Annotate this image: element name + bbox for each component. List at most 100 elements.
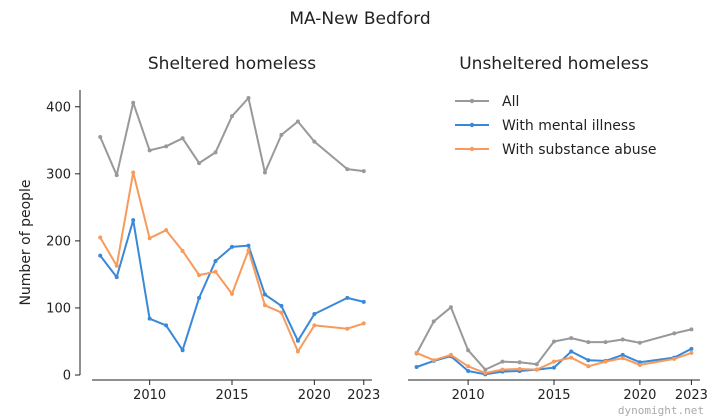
sheltered-homeless-series-with-substance-abuse-point: [213, 269, 218, 274]
unsheltered-homeless-series-with-mental-illness-point: [569, 349, 574, 354]
sheltered-homeless-title: Sheltered homeless: [148, 54, 316, 74]
unsheltered-homeless-series-with-substance-abuse-point: [414, 350, 419, 355]
unsheltered-homeless-series-all-point: [448, 305, 453, 310]
sheltered-homeless-y-tick-label: 200: [46, 234, 71, 249]
sheltered-homeless-series-with-substance-abuse-point: [262, 303, 267, 308]
sheltered-homeless-series-with-mental-illness-point: [131, 218, 136, 223]
unsheltered-homeless-series-all-point: [466, 348, 471, 353]
sheltered-homeless-series-all-line: [99, 97, 364, 177]
unsheltered-homeless-series-all-point: [689, 327, 694, 332]
unsheltered-homeless-series-all-point: [517, 360, 522, 365]
sheltered-homeless-series-with-substance-abuse-point: [312, 323, 317, 328]
sheltered-homeless-series-with-mental-illness-point: [213, 259, 218, 263]
unsheltered-homeless-series-all-point: [620, 337, 625, 342]
sheltered-homeless-series-with-substance-abuse-point: [361, 321, 366, 326]
sheltered-homeless-x-tick-label: 2020: [298, 388, 331, 403]
unsheltered-homeless-x-tick-label: 2010: [452, 388, 485, 403]
figure-title: MA-New Bedford: [289, 9, 430, 29]
unsheltered-homeless-series-with-substance-abuse-point: [672, 356, 677, 361]
unsheltered-homeless-series-with-substance-abuse-point: [517, 366, 522, 371]
sheltered-homeless-series-with-substance-abuse-point: [147, 236, 152, 241]
sheltered-homeless-series-all-point: [230, 114, 234, 119]
sheltered-homeless-series-with-mental-illness-point: [345, 295, 350, 300]
unsheltered-homeless-series-all-point: [552, 339, 556, 344]
unsheltered-homeless-x-tick-label: 2023: [675, 388, 708, 403]
sheltered-homeless-series-all-point: [131, 100, 136, 105]
sheltered-homeless-series-with-mental-illness-point: [312, 311, 317, 316]
unsheltered-homeless-series-all-point: [637, 340, 642, 345]
unsheltered-homeless-series-with-substance-abuse-point: [431, 358, 436, 363]
unsheltered-homeless-series-with-substance-abuse-point: [637, 362, 642, 367]
legend-item-all: All: [455, 94, 519, 110]
sheltered-homeless-x-tick-label: 2010: [133, 388, 166, 403]
sheltered-homeless-series-with-mental-illness-point: [279, 303, 284, 308]
unsheltered-homeless-series-with-mental-illness-point: [689, 346, 694, 351]
sheltered-homeless-series-with-mental-illness-point: [147, 316, 152, 321]
unsheltered-homeless-series-all-point: [603, 340, 608, 345]
unsheltered-homeless-series-with-substance-abuse: [414, 350, 694, 375]
unsheltered-homeless-series-with-substance-abuse-point: [620, 356, 625, 361]
sheltered-homeless-y-tick-label: 300: [46, 167, 71, 182]
sheltered-homeless-series-with-substance-abuse-point: [345, 326, 350, 331]
sheltered-homeless-series-with-substance-abuse: [98, 170, 366, 354]
unsheltered-homeless-series-all-point: [483, 367, 488, 372]
unsheltered-homeless-series-with-mental-illness-point: [466, 368, 471, 373]
legend-item-with-substance-abuse: With substance abuse: [455, 142, 657, 158]
sheltered-homeless-series-with-substance-abuse-point: [230, 291, 234, 296]
unsheltered-homeless-series-with-substance-abuse-point: [534, 367, 539, 372]
sheltered-homeless-series-all-point: [98, 134, 103, 139]
sheltered-homeless-series-with-substance-abuse-point: [295, 349, 300, 354]
legend-swatch-marker: [469, 98, 475, 104]
watermark-text: dynomight.net: [618, 404, 704, 417]
sheltered-homeless-series-with-substance-abuse-point: [131, 170, 136, 175]
sheltered-homeless-series-with-mental-illness-point: [114, 275, 119, 280]
unsheltered-homeless-x-tick-label: 2020: [623, 388, 656, 403]
unsheltered-homeless-series-all-point: [672, 331, 677, 336]
sheltered-homeless-series-all-point: [345, 167, 350, 172]
sheltered-homeless-series-all-point: [213, 150, 218, 155]
sheltered-homeless-series-with-mental-illness-point: [98, 253, 103, 258]
sheltered-homeless-series-with-mental-illness-point: [246, 243, 251, 248]
legend-label: All: [502, 94, 519, 110]
unsheltered-homeless-x-tick-label: 2015: [537, 388, 570, 403]
sheltered-homeless-series-all-point: [295, 119, 300, 124]
sheltered-homeless-series-all-point: [246, 96, 251, 101]
sheltered-homeless-series-all-point: [262, 170, 267, 175]
unsheltered-homeless-series-all: [414, 305, 694, 372]
unsheltered-homeless-series-with-substance-abuse-point: [689, 350, 694, 355]
unsheltered-homeless-series-with-substance-abuse-point: [500, 367, 505, 372]
unsheltered-homeless-series-all-point: [569, 336, 574, 341]
panel-unsheltered: Unsheltered homeless 2010 2015 2020 2023: [408, 54, 708, 403]
unsheltered-homeless-series-with-mental-illness-point: [620, 352, 625, 357]
sheltered-homeless-series-with-mental-illness-point: [230, 244, 234, 249]
unsheltered-homeless-series-all-line: [415, 306, 692, 371]
sheltered-homeless-series-with-substance-abuse-point: [98, 235, 103, 240]
legend-swatch-marker: [469, 122, 475, 128]
sheltered-homeless-series-with-mental-illness-point: [262, 292, 267, 297]
sheltered-homeless-series-with-mental-illness: [98, 218, 366, 353]
sheltered-homeless-series-all-point: [279, 132, 284, 137]
sheltered-homeless-series-with-mental-illness-line: [99, 219, 365, 352]
unsheltered-homeless-series-with-substance-abuse-line: [416, 351, 692, 374]
legend-label: With substance abuse: [502, 142, 657, 158]
sheltered-homeless-series-all: [98, 96, 366, 178]
unsheltered-homeless-series-with-mental-illness-point: [586, 358, 591, 363]
sheltered-homeless-y-tick-label: 0: [63, 369, 71, 384]
unsheltered-homeless-series-all-point: [431, 319, 436, 324]
sheltered-homeless-series-all-point: [147, 148, 152, 153]
sheltered-homeless-x-tick-label: 2023: [347, 388, 380, 403]
sheltered-homeless-series-with-substance-abuse-point: [197, 273, 202, 278]
sheltered-homeless-series-all-point: [164, 144, 169, 149]
unsheltered-homeless-series-all-point: [586, 340, 591, 345]
sheltered-homeless-series-all-point: [180, 136, 185, 141]
unsheltered-homeless-series-with-substance-abuse-point: [483, 370, 488, 375]
sheltered-homeless-series-all-point: [312, 139, 317, 144]
unsheltered-homeless-series-all-point: [500, 359, 505, 364]
unsheltered-homeless-title: Unsheltered homeless: [459, 54, 649, 74]
sheltered-homeless-y-axis-label: Number of people: [18, 179, 34, 305]
unsheltered-homeless-series-with-substance-abuse-point: [586, 364, 591, 369]
sheltered-homeless-x-tick-label: 2015: [215, 388, 248, 403]
unsheltered-homeless-series-with-substance-abuse-point: [569, 355, 574, 360]
legend: All With mental illness With substance abu…: [455, 94, 657, 158]
